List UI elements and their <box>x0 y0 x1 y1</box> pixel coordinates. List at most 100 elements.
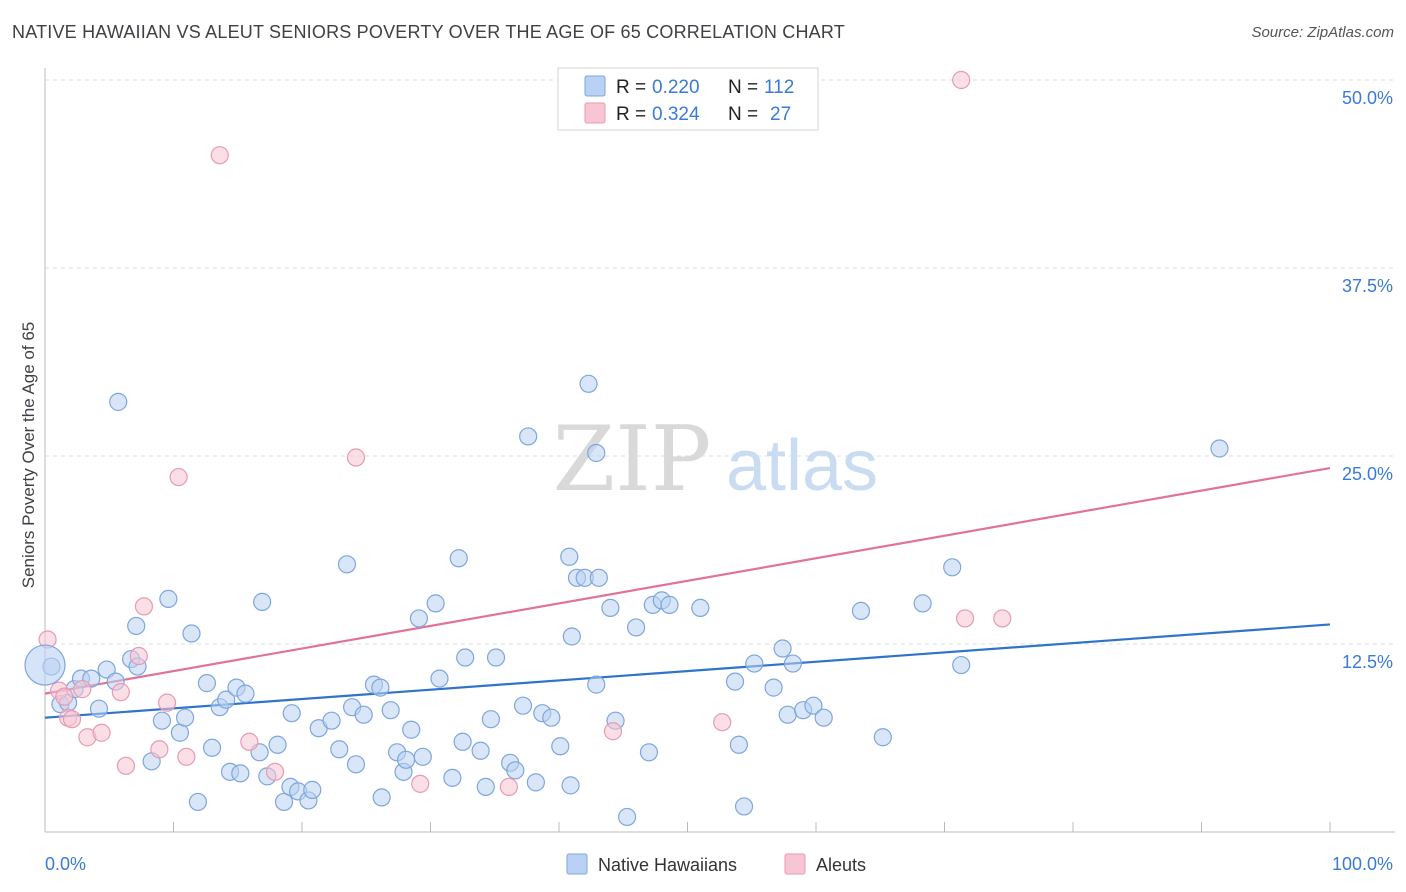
native-hawaiian-point <box>282 704 301 723</box>
native-hawaiian-point <box>337 555 357 574</box>
native-hawaiian-point <box>159 589 178 608</box>
aleut-point <box>73 680 92 699</box>
native-hawaiian-point <box>618 807 637 827</box>
native-hawaiian-point <box>486 648 506 667</box>
grid-lines <box>45 79 1395 645</box>
series-legend: Native Hawaiians Aleuts <box>566 853 866 875</box>
native-hawaiian-point <box>109 392 128 411</box>
native-hawaiian-point <box>443 768 462 787</box>
native-hawaiian-point <box>587 443 606 463</box>
y-tick-label: 25.0% <box>1342 464 1393 484</box>
native-hawaiian-point <box>851 601 871 621</box>
native-hawaiian-point <box>943 558 962 577</box>
native-hawaiian-point <box>182 624 201 643</box>
stats-r-label-blue: R = <box>616 77 646 98</box>
aleut-point <box>265 762 285 781</box>
native-hawaiian-point <box>476 777 495 796</box>
native-hawaiian-point <box>402 720 421 739</box>
native-hawaiian-point <box>952 655 971 675</box>
legend-label-native-hawaiians: Native Hawaiians <box>598 855 737 875</box>
native-hawaiian-point <box>426 594 445 613</box>
aleut-point <box>92 723 111 742</box>
tick-labels: 12.5% 25.0% 37.5% 50.0% 0.0% 100.0% <box>45 88 1393 874</box>
native-hawaiian-point <box>197 674 217 693</box>
native-hawaiian-point <box>409 609 429 628</box>
trend-lines <box>44 466 1331 719</box>
native-hawaiian-point <box>449 549 468 568</box>
native-hawaiian-point <box>322 711 341 730</box>
aleut-trendline <box>44 466 1331 695</box>
native-hawaiian-point <box>396 750 416 769</box>
aleut-point <box>952 70 971 90</box>
native-hawaiian-point <box>778 705 797 724</box>
aleut-point <box>177 747 196 766</box>
stats-n-value-blue: 112 <box>764 77 794 98</box>
aleut-point <box>603 722 623 741</box>
native-hawaiian-point <box>217 690 236 709</box>
native-hawaiian-point <box>381 701 400 720</box>
aleut-point <box>993 609 1012 628</box>
native-hawaiian-point <box>513 696 533 715</box>
x-tick-label: 0.0% <box>45 854 86 874</box>
stats-legend: R = 0.220 N = 112 R = 0.324 N = 27 <box>557 67 819 131</box>
native-hawaiian-point <box>913 594 932 613</box>
native-hawaiian-trendline <box>44 623 1331 719</box>
native-hawaiian-point <box>589 568 608 587</box>
aleut-point <box>240 732 259 751</box>
legend-swatch-aleuts <box>784 853 806 875</box>
stats-swatch-pink <box>584 102 606 124</box>
native-hawaiian-point <box>456 648 475 667</box>
chart-title: NATIVE HAWAIIAN VS ALEUT SENIORS POVERTY… <box>12 22 845 42</box>
data-points <box>24 70 1229 827</box>
native-hawaiian-point <box>562 627 581 646</box>
native-hawaiian-point <box>471 741 490 760</box>
legend-swatch-native-hawaiians <box>566 853 588 875</box>
native-hawaiian-point <box>152 711 172 730</box>
native-hawaiian-point <box>127 616 146 636</box>
native-hawaiian-point <box>804 696 823 715</box>
aleut-point <box>150 740 169 759</box>
native-hawaiian-point <box>734 797 754 816</box>
native-hawaiian-point <box>170 723 190 742</box>
native-hawaiian-point <box>481 710 500 729</box>
native-hawaiian-point <box>601 598 620 618</box>
aleut-point <box>55 687 74 706</box>
legend-label-aleuts: Aleuts <box>816 855 866 875</box>
y-tick-label: 50.0% <box>1342 88 1393 108</box>
native-hawaiian-point <box>542 708 561 727</box>
stats-r-label-pink: R = <box>616 104 646 125</box>
aleut-point <box>955 609 975 628</box>
aleut-point <box>111 683 130 702</box>
native-hawaiian-point <box>453 732 472 751</box>
native-hawaiian-point <box>764 678 783 697</box>
stats-r-value-pink: 0.324 <box>652 104 700 125</box>
native-hawaiian-point <box>626 618 646 637</box>
native-hawaiian-point <box>560 547 579 566</box>
native-hawaiian-point <box>773 639 792 658</box>
native-hawaiian-point <box>354 705 373 724</box>
native-hawaiian-point <box>89 699 109 718</box>
native-hawaiian-point <box>188 792 208 812</box>
native-hawaiian-point <box>236 684 255 703</box>
aleut-point <box>346 448 366 467</box>
native-hawaiian-point <box>303 780 322 799</box>
native-hawaiian-point <box>526 773 545 792</box>
native-hawaiian-point <box>551 737 570 756</box>
watermark-zip: ZIP <box>553 407 712 512</box>
aleut-point <box>169 467 188 487</box>
native-hawaiian-point <box>175 708 195 727</box>
native-hawaiian-point <box>372 788 391 807</box>
native-hawaiian-point <box>587 675 606 694</box>
native-hawaiian-point <box>231 764 250 783</box>
native-hawaiian-point <box>202 738 222 757</box>
aleut-point <box>116 756 136 775</box>
native-hawaiian-point <box>783 654 802 673</box>
stats-swatch-blue <box>584 75 606 97</box>
native-hawaiian-point <box>639 743 659 762</box>
native-hawaiian-point <box>691 598 710 618</box>
native-hawaiian-point <box>729 735 749 754</box>
native-hawaiian-point <box>97 660 116 679</box>
native-hawaiian-point <box>253 592 272 611</box>
axes <box>44 68 1395 833</box>
